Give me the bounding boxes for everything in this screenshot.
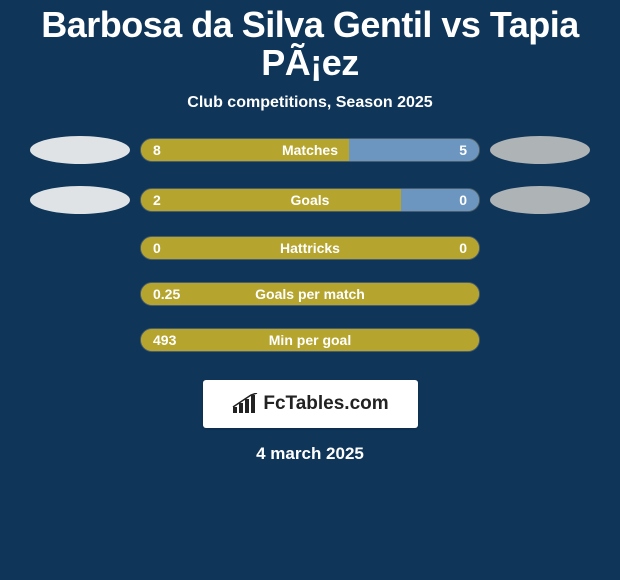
date: 4 march 2025 xyxy=(0,444,620,464)
page-title: Barbosa da Silva Gentil vs Tapia PÃ¡ez xyxy=(0,0,620,82)
bars-container: 8 Matches 5 2 Goals 0 0 Hattricks 0 0.25 Goals per… xyxy=(0,136,620,352)
player-left-oval xyxy=(30,186,130,214)
bar-row: 493 Min per goal xyxy=(10,328,610,352)
stat-name: Matches xyxy=(282,142,338,158)
bar-row: 0.25 Goals per match xyxy=(10,282,610,306)
comparison-infographic: Barbosa da Silva Gentil vs Tapia PÃ¡ez C… xyxy=(0,0,620,580)
bar-row: 2 Goals 0 xyxy=(10,186,610,214)
stat-name: Goals xyxy=(291,192,330,208)
stat-name: Goals per match xyxy=(255,286,365,302)
bar-row: 0 Hattricks 0 xyxy=(10,236,610,260)
stat-right-value: 0 xyxy=(459,192,467,208)
fctables-icon xyxy=(231,393,259,415)
stat-left-value: 8 xyxy=(153,142,161,158)
stat-left-value: 0.25 xyxy=(153,286,180,302)
logo-box: FcTables.com xyxy=(203,380,418,428)
player-right-oval xyxy=(490,186,590,214)
stat-name: Min per goal xyxy=(269,332,351,348)
stat-bar: 0 Hattricks 0 xyxy=(140,236,480,260)
player-left-oval xyxy=(30,136,130,164)
stat-bar: 2 Goals 0 xyxy=(140,188,480,212)
stat-right-value: 0 xyxy=(459,240,467,256)
stat-bar: 0.25 Goals per match xyxy=(140,282,480,306)
bar-row: 8 Matches 5 xyxy=(10,136,610,164)
stat-left-value: 493 xyxy=(153,332,176,348)
stat-right-value: 5 xyxy=(459,142,467,158)
stat-left-value: 2 xyxy=(153,192,161,208)
stat-left-value: 0 xyxy=(153,240,161,256)
player-right-oval xyxy=(490,136,590,164)
subtitle: Club competitions, Season 2025 xyxy=(0,94,620,112)
logo-text: FcTables.com xyxy=(263,393,388,415)
stat-bar: 493 Min per goal xyxy=(140,328,480,352)
stat-name: Hattricks xyxy=(280,240,340,256)
stat-bar: 8 Matches 5 xyxy=(140,138,480,162)
